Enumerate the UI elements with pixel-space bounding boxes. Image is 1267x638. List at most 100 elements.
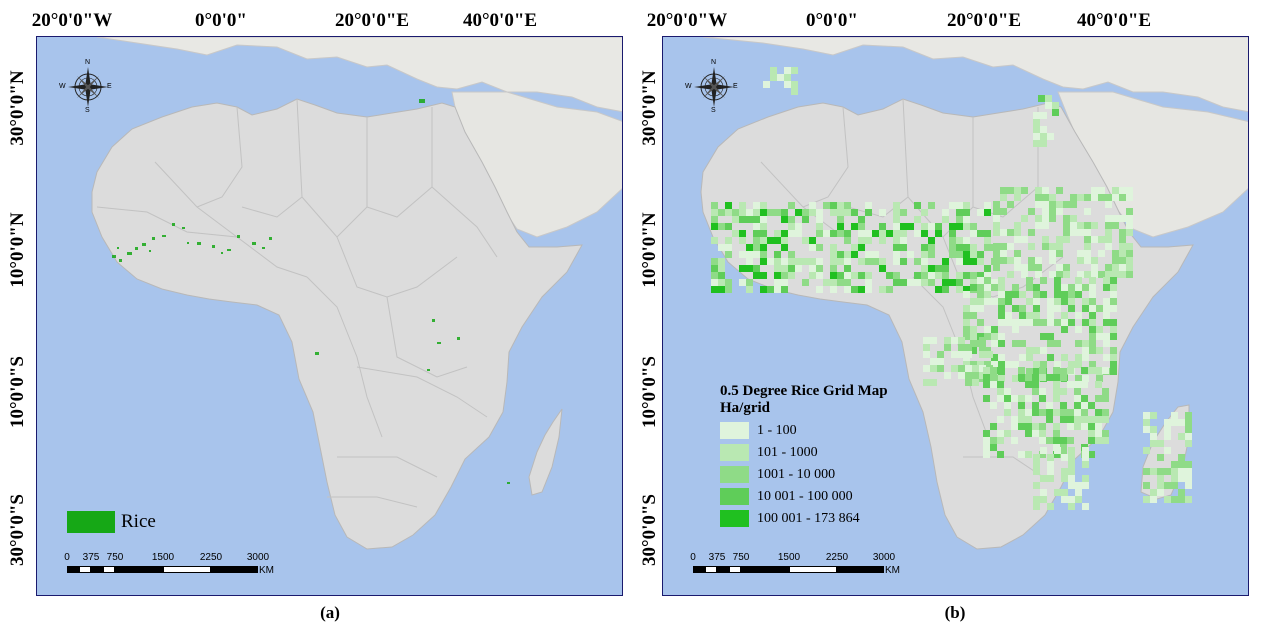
rice-grid-cell bbox=[935, 272, 942, 279]
rice-grid-cell bbox=[1102, 430, 1109, 437]
rice-grid-cell bbox=[1070, 201, 1077, 208]
rice-grid-cell bbox=[1110, 305, 1117, 312]
rice-grid-cell bbox=[1056, 243, 1063, 250]
rice-grid-cell bbox=[851, 272, 858, 279]
rice-grid-cell bbox=[865, 258, 872, 265]
rice-grid-cell bbox=[935, 265, 942, 272]
rice-grid-cell bbox=[1068, 496, 1075, 503]
rice-grid-cell bbox=[1102, 395, 1109, 402]
caption-a: (a) bbox=[320, 603, 340, 622]
rice-grid-cell bbox=[816, 216, 823, 223]
rice-grid-cell bbox=[774, 258, 781, 265]
rice-grid-cell bbox=[1025, 451, 1032, 458]
rice-grid-cell bbox=[1081, 381, 1088, 388]
rice-grid-cell bbox=[718, 223, 725, 230]
rice-grid-cell bbox=[1096, 347, 1103, 354]
rice-grid-cell bbox=[809, 244, 816, 251]
rice-grid-cell bbox=[1042, 236, 1049, 243]
rice-grid-cell bbox=[1018, 395, 1025, 402]
rice-grid-cell bbox=[914, 258, 921, 265]
compass-e: E bbox=[733, 83, 738, 90]
rice-grid-cell bbox=[977, 305, 984, 312]
rice-grid-cell bbox=[1007, 187, 1014, 194]
rice-grid-cell bbox=[1012, 326, 1019, 333]
rice-grid-cell bbox=[1178, 433, 1185, 440]
rice-grid-cell bbox=[1070, 215, 1077, 222]
rice-grid-cell bbox=[963, 272, 970, 279]
rice-grid-cell bbox=[1068, 461, 1075, 468]
rice-grid-cell bbox=[900, 258, 907, 265]
rice-grid-cell bbox=[963, 202, 970, 209]
rice-grid-cell bbox=[1110, 333, 1117, 340]
rice-grid-cell bbox=[979, 372, 986, 379]
rice-grid-cell bbox=[1112, 257, 1119, 264]
rice-grid-cell bbox=[1089, 277, 1096, 284]
rice-grid-cell bbox=[1039, 451, 1046, 458]
rice-grid-cell bbox=[1067, 437, 1074, 444]
rice-grid-cell bbox=[991, 279, 998, 286]
rice-grid-cell bbox=[963, 291, 970, 298]
rice-grid-cell bbox=[1054, 489, 1061, 496]
rice-grid-cell bbox=[921, 230, 928, 237]
rice-grid-cell bbox=[1026, 277, 1033, 284]
rice-grid-cell bbox=[1095, 395, 1102, 402]
rice-grid-cell bbox=[970, 279, 977, 286]
rice-grid-cell bbox=[991, 333, 998, 340]
rice-grid-cell bbox=[1098, 271, 1105, 278]
rice-grid-cell bbox=[774, 279, 781, 286]
rice-grid-cell bbox=[1089, 333, 1096, 340]
rice-grid-cell bbox=[970, 326, 977, 333]
rice-grid-cell bbox=[1049, 201, 1056, 208]
rice-grid-cell bbox=[886, 286, 893, 293]
rice-grid-cell bbox=[990, 374, 997, 381]
rice-grid-cell bbox=[1047, 461, 1054, 468]
rice-grid-cell bbox=[760, 209, 767, 216]
africa-map-a bbox=[91, 37, 622, 550]
rice-grid-cell bbox=[949, 244, 956, 251]
rice-grid-cell bbox=[1021, 215, 1028, 222]
rice-grid-cell bbox=[816, 223, 823, 230]
compass-s: S bbox=[85, 107, 90, 114]
rice-grid-cell bbox=[1042, 194, 1049, 201]
rice-grid-cell bbox=[1103, 284, 1110, 291]
rice-grid-cell bbox=[1082, 447, 1089, 454]
legend-swatch bbox=[720, 466, 749, 483]
rice-grid-cell bbox=[1018, 374, 1025, 381]
rice-grid-cell bbox=[991, 298, 998, 305]
rice-grid-cell bbox=[1185, 433, 1192, 440]
rice-grid-cell bbox=[830, 202, 837, 209]
rice-grid-cell bbox=[1021, 236, 1028, 243]
rice-grid-cell bbox=[1074, 423, 1081, 430]
rice-grid-cell bbox=[1157, 454, 1164, 461]
rice-grid-cell bbox=[951, 337, 958, 344]
rice-grid-cell bbox=[879, 230, 886, 237]
rice-grid-cell bbox=[1060, 388, 1067, 395]
scale-tick: 2250 bbox=[199, 552, 223, 563]
lat-label: 30°0'0"N bbox=[639, 70, 660, 146]
rice-grid-cell bbox=[746, 265, 753, 272]
rice-grid-cell bbox=[1089, 312, 1096, 319]
rice-grid-cell bbox=[893, 279, 900, 286]
legend-class: 101 - 1000 bbox=[720, 444, 888, 461]
rice-grid-cell bbox=[1063, 229, 1070, 236]
africa-landmass bbox=[700, 98, 1194, 550]
rice-grid-cell bbox=[1074, 395, 1081, 402]
rice-grid-cell bbox=[865, 202, 872, 209]
rice-grid-cell bbox=[837, 202, 844, 209]
rice-grid-cell bbox=[858, 258, 865, 265]
rice-grid-cell bbox=[942, 216, 949, 223]
rice-grid-cell bbox=[977, 251, 984, 258]
rice-grid-cell bbox=[774, 272, 781, 279]
rice-grid-cell bbox=[958, 337, 965, 344]
rice-grid-cell bbox=[732, 209, 739, 216]
rice-grid-cell bbox=[1074, 416, 1081, 423]
rice-grid-cell bbox=[837, 279, 844, 286]
rice-grid-cell bbox=[718, 286, 725, 293]
rice-grid-cell bbox=[1089, 298, 1096, 305]
rice-grid-cell bbox=[1082, 461, 1089, 468]
legend-class-label: 101 - 1000 bbox=[757, 444, 818, 460]
rice-grid-cell bbox=[944, 337, 951, 344]
rice-grid-cell bbox=[781, 279, 788, 286]
legend-rice-grid: 0.5 Degree Rice Grid Map Ha/grid 1 - 100… bbox=[720, 383, 888, 527]
rice-grid-cell bbox=[998, 305, 1005, 312]
